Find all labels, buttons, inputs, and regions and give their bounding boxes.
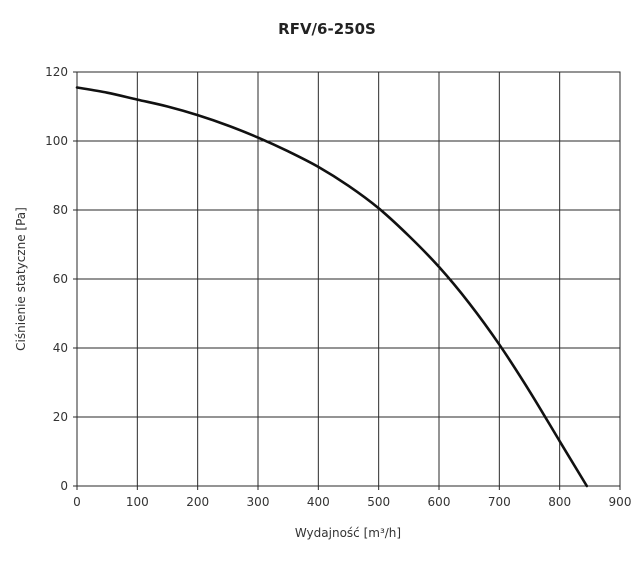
x-tick-label: 900 (609, 495, 632, 509)
y-tick-label: 120 (45, 65, 68, 79)
x-axis-label: Wydajność [m³/h] (295, 526, 401, 540)
x-tick-label: 400 (307, 495, 330, 509)
series-layer (75, 86, 589, 488)
grid (76, 71, 621, 487)
chart-title: RFV/6-250S (278, 20, 376, 38)
x-tick-label: 700 (488, 495, 511, 509)
x-tick-label: 500 (367, 495, 390, 509)
x-tick-label: 100 (126, 495, 149, 509)
y-tick-label: 60 (53, 272, 68, 286)
y-tick-label: 80 (53, 203, 68, 217)
performance-curve-line (75, 86, 589, 488)
x-tick-label: 800 (548, 495, 571, 509)
x-tick-label: 200 (186, 495, 209, 509)
x-tick-label: 0 (73, 495, 81, 509)
y-tick-label: 20 (53, 410, 68, 424)
y-axis-ticks: 0 20 40 60 80 100 120 (45, 65, 77, 493)
y-tick-label: 100 (45, 134, 68, 148)
x-tick-label: 300 (247, 495, 270, 509)
y-tick-label: 40 (53, 341, 68, 355)
x-axis-ticks: 0 100 200 300 400 500 600 700 800 900 (73, 486, 631, 509)
y-axis-label: Ciśnienie statyczne [Pa] (14, 207, 28, 351)
x-tick-label: 600 (428, 495, 451, 509)
y-tick-label: 0 (60, 479, 68, 493)
